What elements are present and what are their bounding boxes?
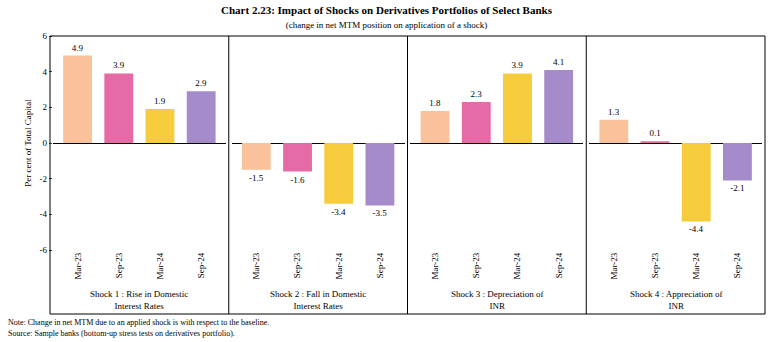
svg-text:0: 0 (43, 138, 48, 148)
svg-text:Shock 2 : Fall in DomesticInte: Shock 2 : Fall in DomesticInterest Rates (270, 289, 366, 311)
svg-text:Per cent of Total Capital: Per cent of Total Capital (23, 99, 33, 187)
svg-text:2: 2 (43, 102, 48, 112)
svg-text:2.3: 2.3 (470, 89, 482, 99)
svg-text:4: 4 (43, 67, 48, 77)
svg-text:-6: -6 (40, 245, 48, 255)
svg-text:-1.5: -1.5 (249, 173, 264, 183)
svg-text:Mar-24: Mar-24 (334, 252, 344, 279)
svg-text:Sep-24: Sep-24 (375, 252, 385, 278)
svg-text:Sep-23: Sep-23 (114, 252, 124, 278)
svg-text:Sep-23: Sep-23 (471, 252, 481, 278)
svg-text:Source: Sample banks (bottom-u: Source: Sample banks (bottom-up stress t… (8, 329, 235, 338)
svg-text:Sep-24: Sep-24 (554, 252, 564, 278)
svg-text:Shock 4 : Appreciation ofINR: Shock 4 : Appreciation ofINR (630, 289, 722, 311)
svg-text:Sep-23: Sep-23 (650, 252, 660, 278)
svg-text:Sep-23: Sep-23 (292, 252, 302, 278)
svg-text:-3.5: -3.5 (373, 208, 388, 218)
svg-text:Mar-23: Mar-23 (73, 252, 83, 279)
svg-text:6: 6 (43, 31, 48, 41)
svg-text:Shock 1 : Rise in DomesticInte: Shock 1 : Rise in DomesticInterest Rates (90, 289, 188, 311)
svg-text:3.9: 3.9 (113, 60, 125, 70)
svg-text:-1.6: -1.6 (290, 175, 305, 185)
svg-text:1.9: 1.9 (154, 96, 166, 106)
svg-text:Note: Change in net MTM due to: Note: Change in net MTM due to an applie… (8, 318, 269, 327)
svg-text:Sep-24: Sep-24 (196, 252, 206, 278)
svg-text:-4.4: -4.4 (689, 224, 704, 234)
svg-text:Mar-24: Mar-24 (155, 252, 165, 279)
svg-text:1.8: 1.8 (429, 98, 441, 108)
svg-text:4.9: 4.9 (72, 43, 84, 53)
svg-text:0.1: 0.1 (649, 128, 660, 138)
svg-text:Mar-23: Mar-23 (251, 252, 261, 279)
svg-text:1.3: 1.3 (608, 107, 620, 117)
svg-text:Shock 3 : Depreciation ofINR: Shock 3 : Depreciation ofINR (451, 289, 543, 311)
svg-text:Mar-24: Mar-24 (512, 252, 522, 279)
svg-text:Chart 2.23: Impact of Shocks o: Chart 2.23: Impact of Shocks on Derivati… (221, 4, 553, 30)
svg-text:4.1: 4.1 (553, 57, 564, 67)
svg-text:3.9: 3.9 (512, 60, 524, 70)
svg-text:-2.1: -2.1 (730, 183, 744, 193)
svg-text:2.9: 2.9 (195, 78, 207, 88)
svg-text:-4: -4 (40, 209, 48, 219)
svg-text:-3.4: -3.4 (331, 207, 346, 217)
svg-text:Mar-23: Mar-23 (430, 252, 440, 279)
svg-text:-2: -2 (40, 174, 48, 184)
svg-text:Mar-24: Mar-24 (691, 252, 701, 279)
svg-text:Sep-24: Sep-24 (732, 252, 742, 278)
svg-text:Mar-23: Mar-23 (609, 252, 619, 279)
